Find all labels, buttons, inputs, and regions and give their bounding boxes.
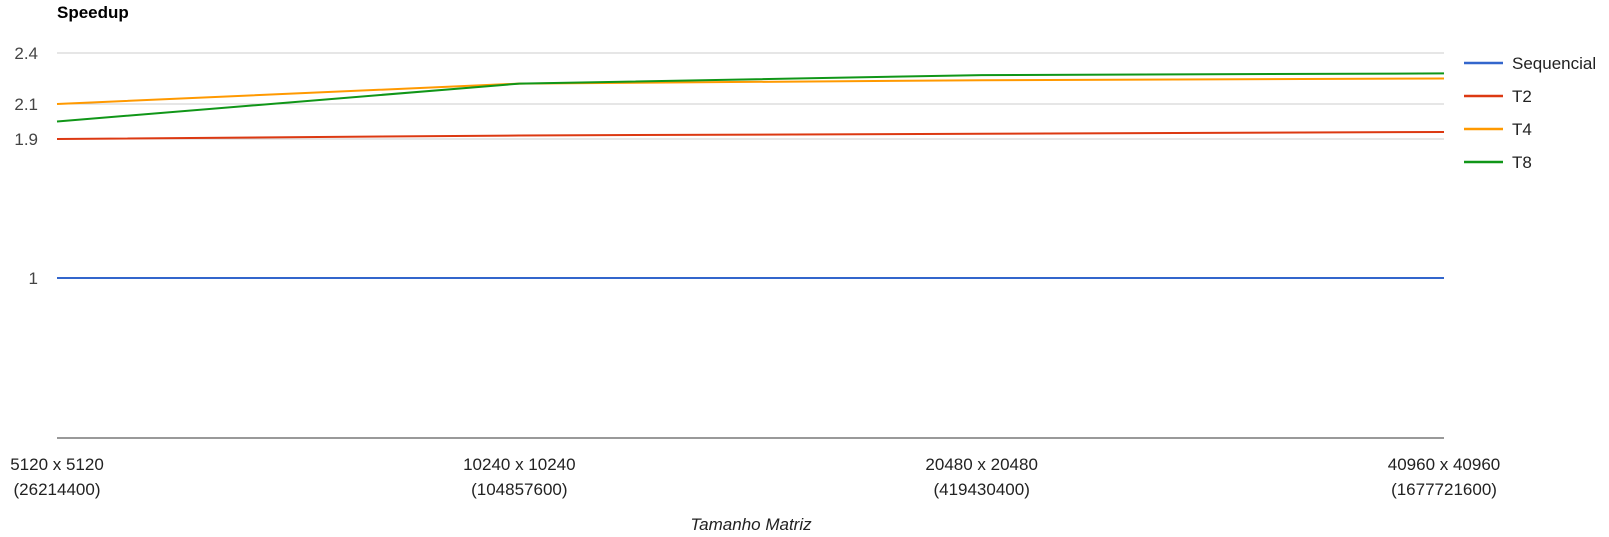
series-line-t2 [56,131,1445,140]
x-tick-label: (419430400) [933,480,1029,499]
x-tick-label: 5120 x 5120 [10,455,104,474]
x-tick-label: (104857600) [471,480,567,499]
x-tick-label: 10240 x 10240 [463,455,576,474]
x-tick-label: (26214400) [14,480,101,499]
y-axis-ticks: 2.4 2.1 1.9 1 [14,44,38,288]
series-lines [56,72,1445,279]
grid-lines [57,52,1444,279]
legend-label: T4 [1512,120,1532,139]
legend-label: T2 [1512,87,1532,106]
series-line-t4 [56,77,1445,105]
y-tick-label: 1 [29,269,38,288]
legend-label: T8 [1512,153,1532,172]
x-axis-ticks: 5120 x 5120 (26214400) 10240 x 10240 (10485… [10,455,1500,499]
chart-title: Speedup [57,3,129,22]
legend-label: Sequencial [1512,54,1596,73]
x-axis-label: Tamanho Matriz [690,515,812,534]
y-tick-label: 1.9 [14,130,38,149]
x-tick-label: 20480 x 20480 [925,455,1038,474]
series-line-t8 [56,72,1445,123]
y-tick-label: 2.4 [14,44,38,63]
x-tick-label: 40960 x 40960 [1388,455,1501,474]
y-tick-label: 2.1 [14,95,38,114]
legend: Sequencial T2 T4 T8 [1464,54,1596,172]
x-tick-label: (1677721600) [1391,480,1497,499]
